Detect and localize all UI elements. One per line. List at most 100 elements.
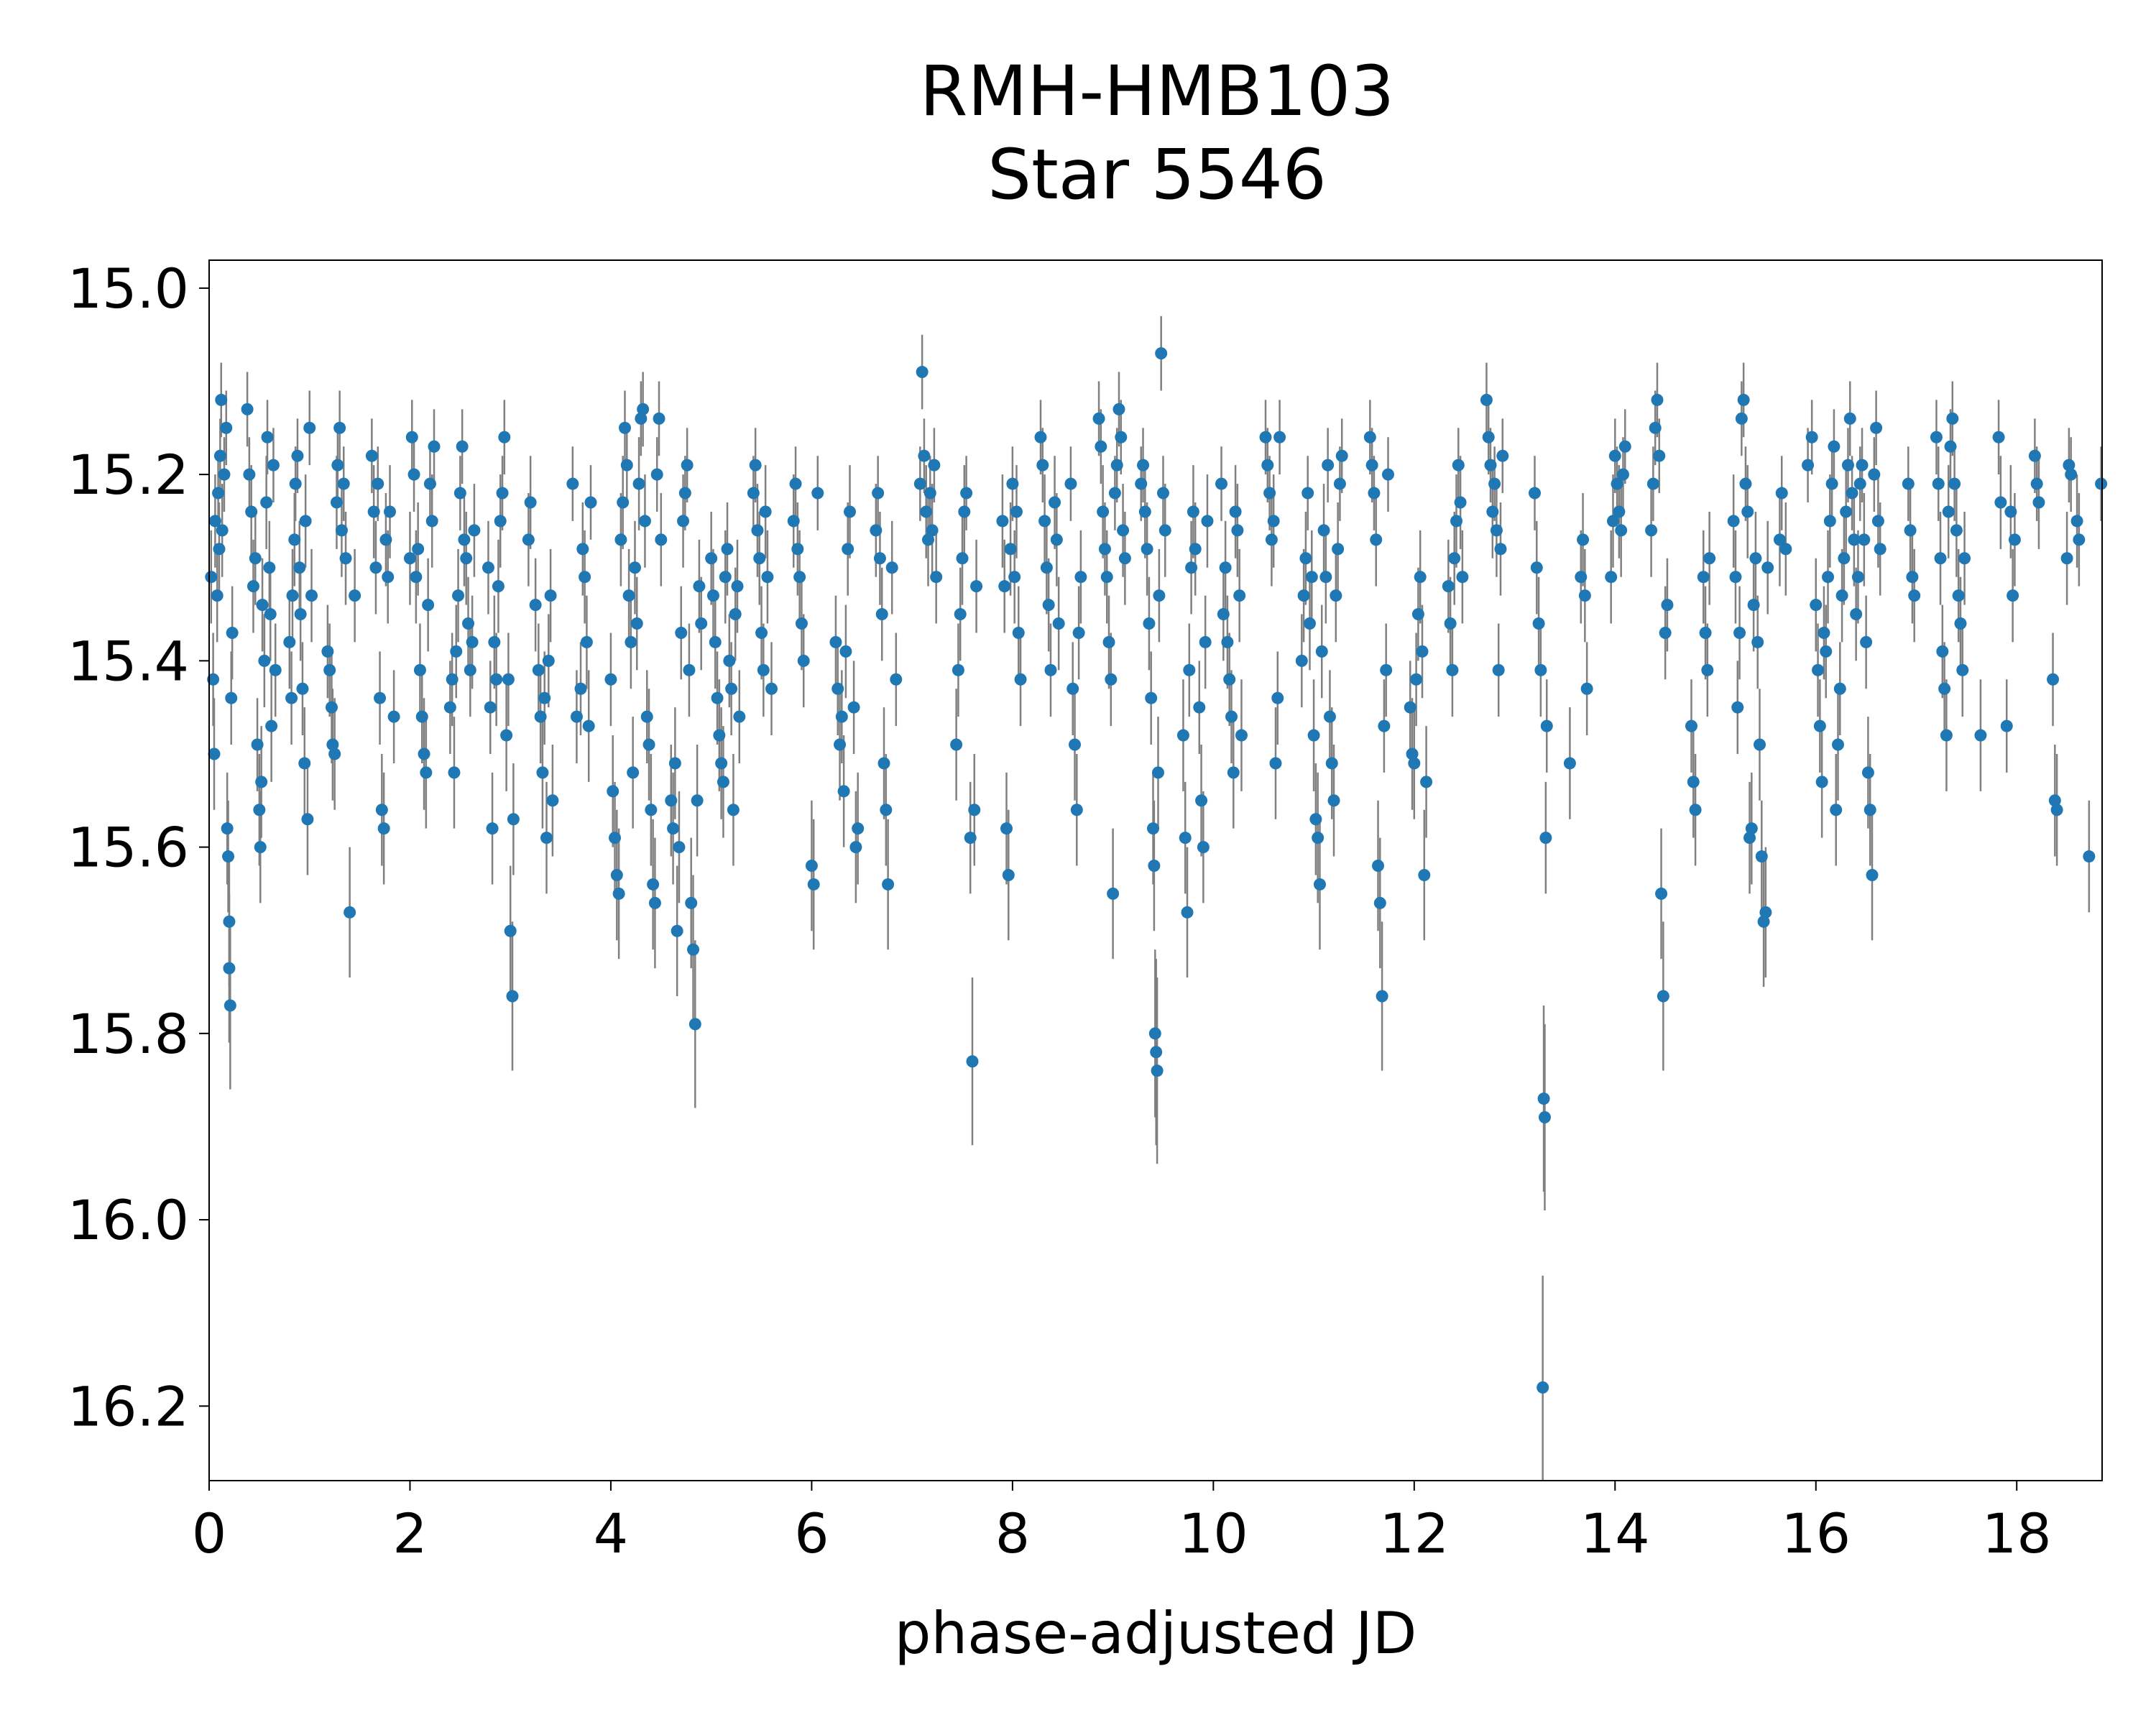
data-point: [524, 496, 537, 509]
data-point: [492, 580, 505, 593]
data-point: [1833, 682, 1846, 695]
data-point: [212, 487, 225, 500]
data-point: [926, 524, 939, 537]
data-point: [2048, 794, 2061, 807]
data-point: [1299, 552, 1312, 565]
data-point: [729, 608, 742, 621]
data-point: [584, 496, 597, 509]
data-point: [610, 868, 623, 881]
data-point: [2032, 496, 2045, 509]
data-point: [805, 860, 818, 873]
data-point: [1000, 822, 1013, 835]
data-point: [255, 776, 268, 788]
data-point: [1181, 906, 1194, 919]
data-point: [2007, 589, 2019, 602]
data-point: [665, 794, 678, 807]
data-point: [922, 533, 935, 546]
data-point: [496, 487, 509, 500]
data-point: [458, 533, 471, 546]
data-point: [500, 729, 513, 742]
data-point: [1902, 477, 1915, 490]
data-point: [2030, 477, 2043, 490]
data-point: [222, 850, 235, 863]
x-axis: 0 2 4 6 8 10 12 14 16 18: [192, 1481, 2052, 1565]
data-point: [1008, 571, 1021, 584]
data-point: [717, 776, 729, 788]
data-point: [1743, 832, 1756, 845]
data-point: [2095, 477, 2108, 490]
data-point: [1332, 543, 1345, 556]
data-point: [668, 757, 681, 770]
data-point: [208, 515, 221, 528]
data-point: [1448, 552, 1461, 565]
data-point: [872, 487, 885, 500]
data-point: [1322, 459, 1335, 472]
data-point: [344, 906, 356, 919]
data-point: [265, 719, 278, 732]
data-marks: [205, 316, 2108, 1481]
data-point: [570, 710, 583, 723]
data-point: [2000, 719, 2013, 732]
data-point: [829, 635, 842, 648]
data-point: [1176, 729, 1189, 742]
data-point: [1416, 645, 1429, 658]
data-point: [1259, 431, 1272, 443]
data-point: [542, 654, 555, 667]
data-point: [484, 701, 497, 714]
data-point: [413, 663, 426, 676]
data-point: [498, 431, 511, 443]
data-point: [1864, 804, 1876, 816]
data-point: [667, 822, 680, 835]
data-point: [1108, 487, 1121, 500]
data-point: [245, 505, 258, 518]
data-point: [1297, 589, 1310, 602]
data-point: [452, 589, 465, 602]
data-point: [425, 515, 438, 528]
data-point: [1231, 524, 1244, 537]
data-point: [428, 440, 441, 453]
data-point: [1315, 645, 1328, 658]
x-tick-label: 16: [1781, 1501, 1851, 1565]
data-point: [705, 552, 718, 565]
data-point: [837, 785, 850, 798]
data-point: [1269, 757, 1282, 770]
x-tick-label: 14: [1580, 1501, 1650, 1565]
data-point: [625, 635, 637, 648]
data-point: [448, 766, 461, 779]
data-point: [619, 421, 632, 434]
data-point: [1659, 626, 1672, 639]
data-point: [1934, 552, 1947, 565]
data-point: [490, 673, 503, 686]
x-axis-label: phase-adjusted JD: [895, 1600, 1417, 1667]
data-point: [685, 896, 698, 909]
data-point: [1185, 561, 1198, 574]
data-point: [1070, 804, 1083, 816]
data-point: [1014, 673, 1027, 686]
data-point: [293, 561, 306, 574]
data-point: [1486, 505, 1499, 518]
data-point: [1454, 496, 1467, 509]
data-point: [1135, 477, 1148, 490]
data-point: [1950, 524, 1963, 537]
data-point: [1749, 552, 1762, 565]
data-point: [1936, 645, 1949, 658]
data-point: [1843, 412, 1856, 425]
data-point: [755, 626, 768, 639]
data-point: [1444, 617, 1457, 630]
data-point: [706, 589, 719, 602]
data-point: [1378, 719, 1391, 732]
data-point: [2070, 515, 2083, 528]
data-point: [405, 431, 418, 443]
data-point: [507, 813, 520, 826]
data-point: [1946, 412, 1959, 425]
data-point: [1317, 524, 1330, 537]
data-point: [301, 813, 314, 826]
data-point: [374, 691, 387, 704]
data-point: [1860, 635, 1873, 648]
data-point: [375, 804, 388, 816]
data-point: [970, 580, 983, 593]
data-point: [1408, 757, 1421, 770]
data-point: [1616, 468, 1629, 481]
data-point: [687, 943, 700, 956]
data-point: [1532, 617, 1545, 630]
